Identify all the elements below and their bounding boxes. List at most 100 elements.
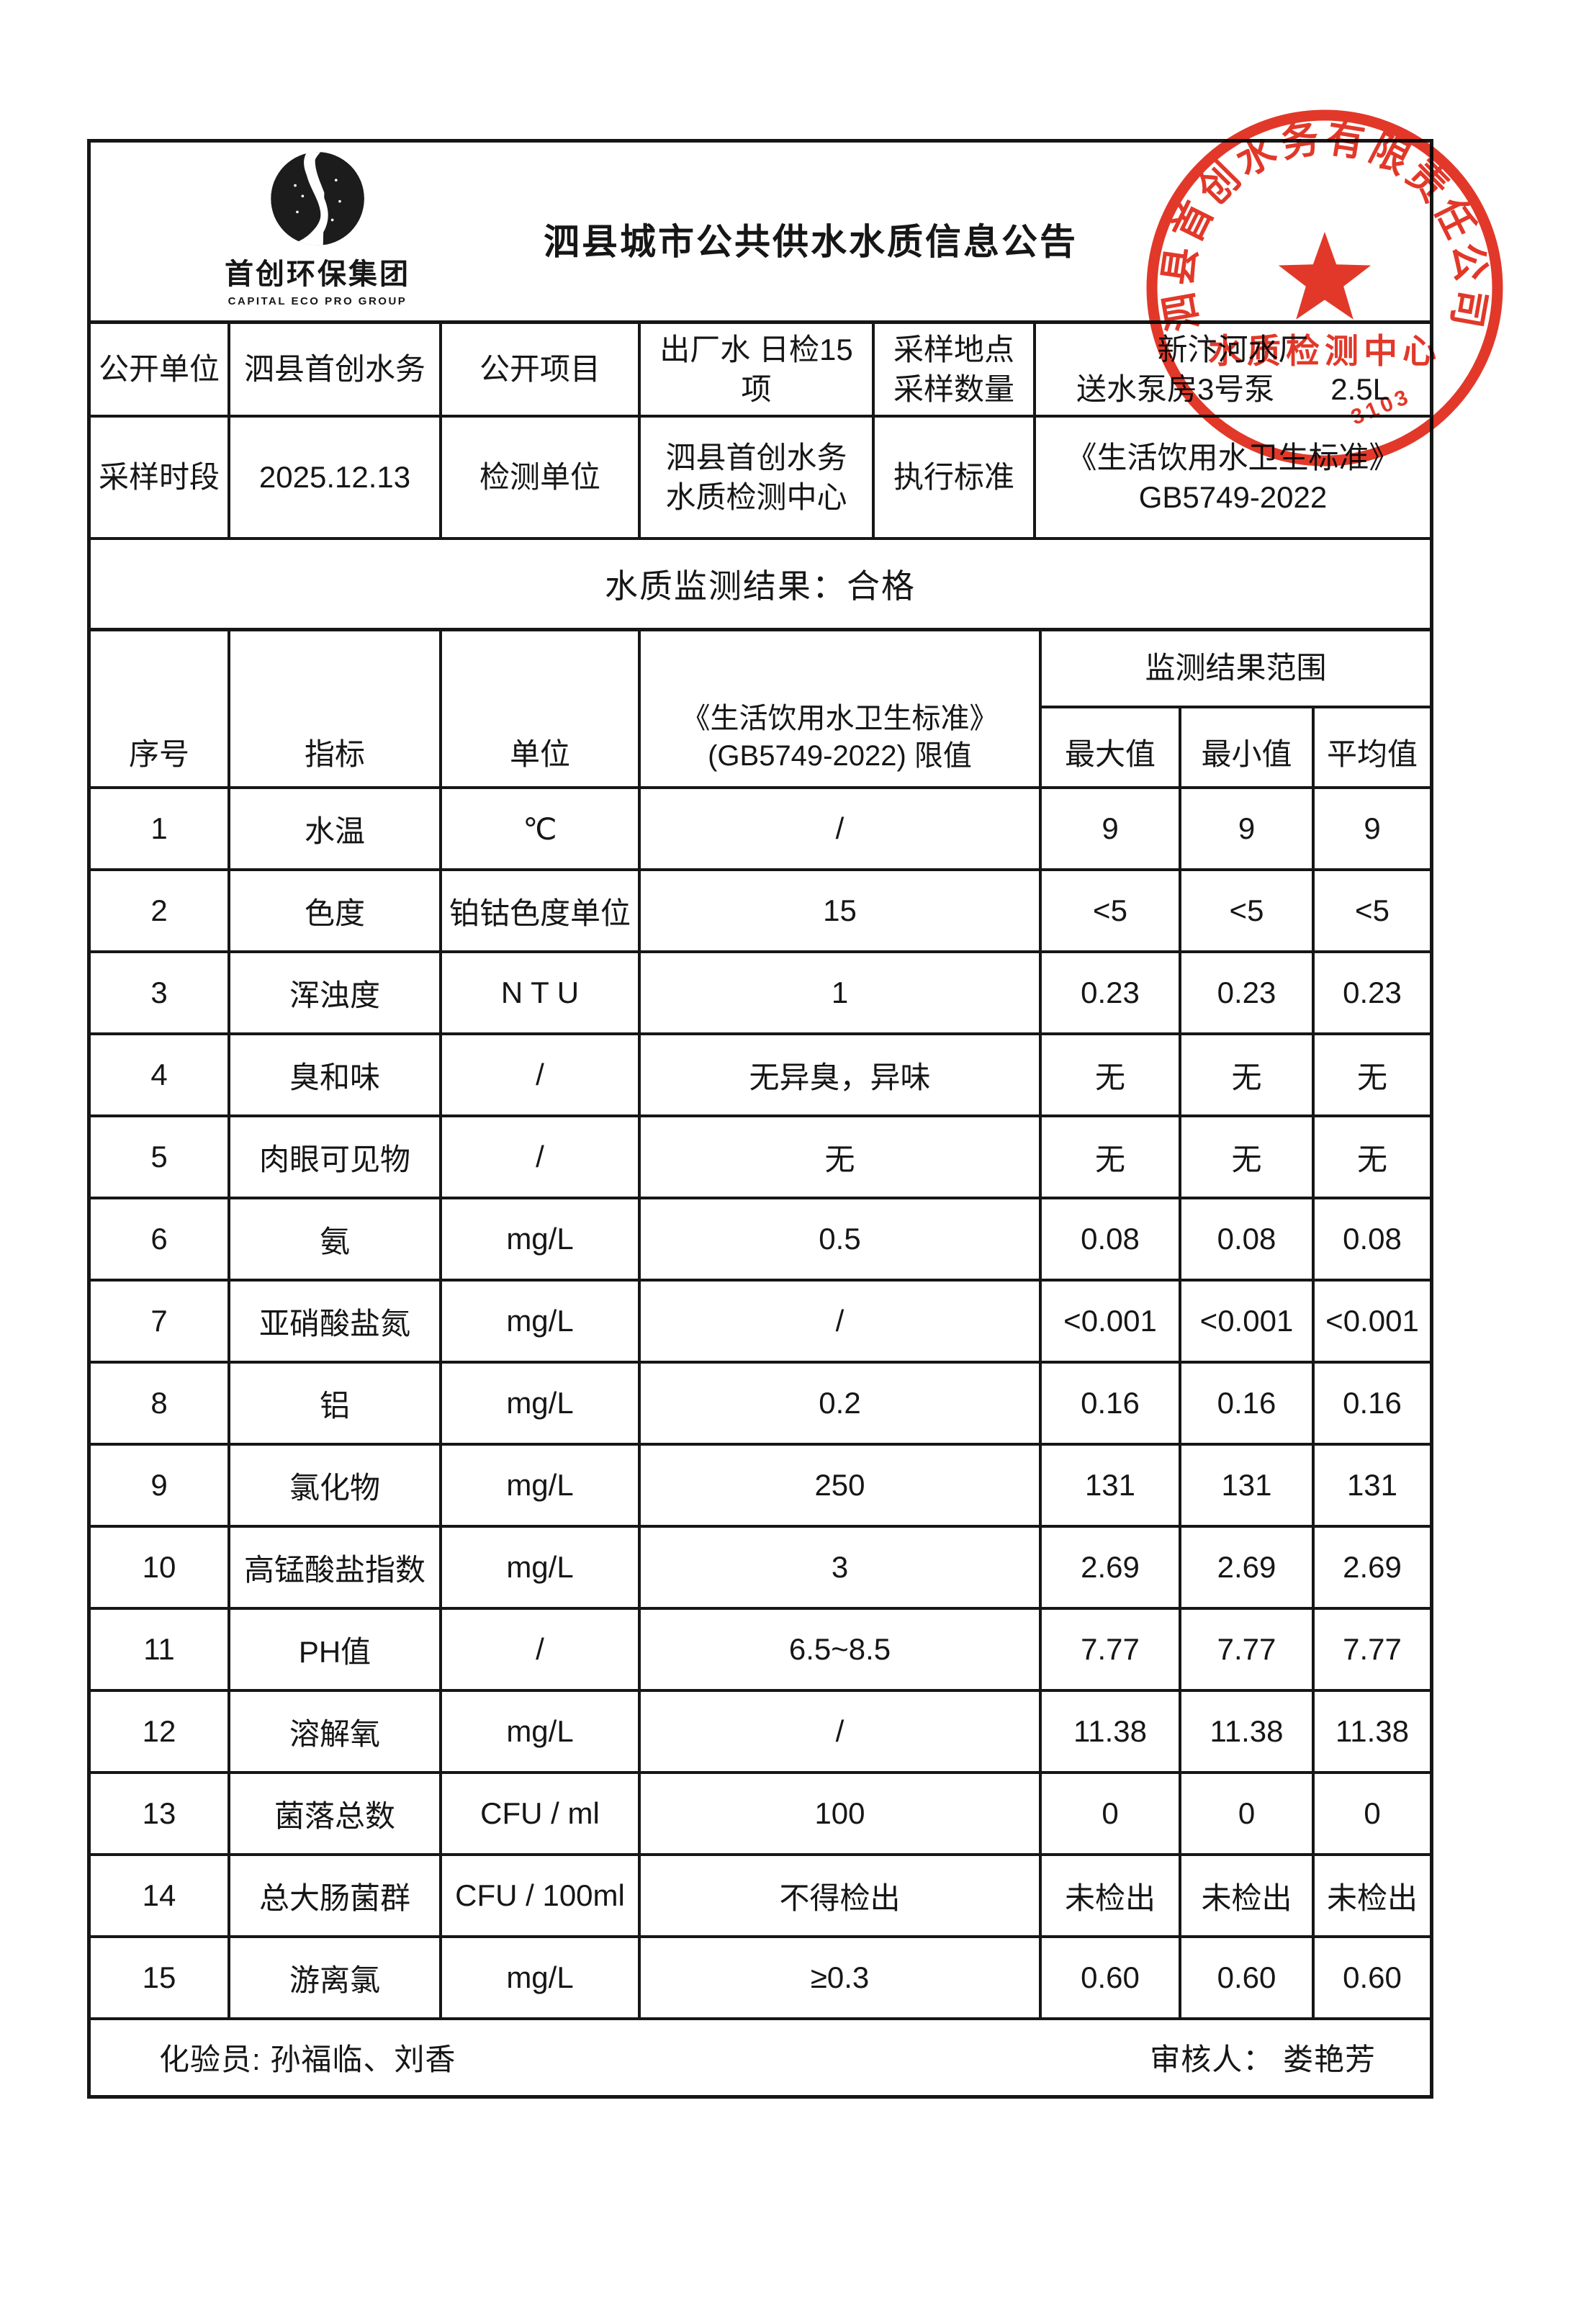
period-label: 采样时段 — [98, 460, 220, 495]
sample-label: 采样地点 采样数量 — [872, 324, 1033, 415]
tester-names: 孙福临、刘香 — [270, 2042, 456, 2076]
cell-min: 11.38 — [1179, 1692, 1312, 1771]
cell-limit: 100 — [638, 1774, 1039, 1853]
cell-indicator: 氨 — [228, 1199, 439, 1279]
table-row: 13 菌落总数 CFU / ml 100 0 0 0 — [91, 1771, 1430, 1853]
cell-limit: 不得检出 — [638, 1856, 1039, 1935]
table-row: 9 氯化物 mg/L 250 131 131 131 — [91, 1443, 1430, 1525]
cell-limit: / — [638, 1282, 1039, 1361]
cell-max: 无 — [1039, 1035, 1179, 1114]
table-row: 5 肉眼可见物 / 无 无 无 无 — [91, 1114, 1430, 1197]
cell-indicator: 臭和味 — [228, 1035, 439, 1114]
cell-avg: 0.16 — [1312, 1364, 1430, 1443]
cell-limit: / — [638, 789, 1039, 868]
cell-limit: 1 — [638, 953, 1039, 1032]
cell-avg: 0.60 — [1312, 1938, 1430, 2017]
cell-avg: 11.38 — [1312, 1692, 1430, 1771]
table-row: 12 溶解氧 mg/L / 11.38 11.38 11.38 — [91, 1689, 1430, 1771]
cell-max: 0 — [1039, 1774, 1179, 1853]
standard-line2: GB5749-2022 — [1138, 480, 1328, 514]
cell-avg: 131 — [1312, 1446, 1430, 1525]
col-header-limit: 《生活饮用水卫生标准》 (GB5749-2022) 限值 — [638, 631, 1039, 786]
cell-indicator: PH值 — [228, 1610, 439, 1689]
cell-no: 10 — [142, 1550, 176, 1584]
reviewer-label: 审核人： — [1150, 2042, 1274, 2076]
cell-min: 131 — [1179, 1446, 1312, 1525]
cell-indicator: 色度 — [228, 871, 439, 950]
open-item-value: 出厂水 日检15项 — [638, 324, 872, 415]
cell-indicator: 菌落总数 — [228, 1774, 439, 1853]
cell-unit: mg/L — [439, 1938, 638, 2017]
cell-min: 2.69 — [1179, 1528, 1312, 1607]
cell-avg: <5 — [1312, 871, 1430, 950]
table-row: 14 总大肠菌群 CFU / 100ml 不得检出 未检出 未检出 未检出 — [91, 1853, 1430, 1935]
open-item-label: 公开项目 — [439, 324, 638, 415]
test-unit-value: 泗县首创水务 水质检测中心 — [638, 418, 872, 537]
cell-indicator: 溶解氧 — [228, 1692, 439, 1771]
cell-min: <0.001 — [1179, 1282, 1312, 1361]
cell-avg: 无 — [1312, 1117, 1430, 1197]
cell-indicator: 氯化物 — [228, 1446, 439, 1525]
cell-min: 7.77 — [1179, 1610, 1312, 1689]
cell-no: 15 — [142, 1960, 176, 1994]
col-header-range-group: 监测结果范围 — [1039, 631, 1430, 708]
footer-reviewer: 审核人： 娄艳芳 — [1150, 2035, 1376, 2079]
cell-max: 0.08 — [1039, 1199, 1179, 1279]
cell-no: 8 — [150, 1386, 168, 1420]
sample-value: 新汴河水厂 送水泵房3号泵 2.5L — [1033, 324, 1430, 415]
cell-no: 1 — [150, 811, 168, 845]
cell-no: 12 — [142, 1714, 176, 1748]
company-logo: 首创环保集团 CAPITAL ECO PRO GROUP — [199, 148, 436, 307]
table-row: 11 PH值 / 6.5~8.5 7.77 7.77 7.77 — [91, 1607, 1430, 1689]
cell-limit: 无 — [638, 1117, 1039, 1197]
cell-avg: 9 — [1312, 789, 1430, 868]
cell-max: 0.60 — [1039, 1938, 1179, 2017]
table-row: 3 浑浊度 N T U 1 0.23 0.23 0.23 — [91, 950, 1430, 1032]
open-unit-value: 泗县首创水务 — [228, 324, 439, 415]
cell-avg: <0.001 — [1312, 1282, 1430, 1361]
cell-min: 0.23 — [1179, 953, 1312, 1032]
sample-site-line2: 送水泵房3号泵 — [1076, 372, 1275, 406]
cell-avg: 0 — [1312, 1774, 1430, 1853]
result-line: 水质监测结果：合格 — [91, 537, 1430, 628]
cell-no: 5 — [150, 1140, 168, 1174]
cell-limit: 6.5~8.5 — [638, 1610, 1039, 1689]
table-row: 1 水温 ℃ / 9 9 9 — [91, 786, 1430, 868]
cell-min: <5 — [1179, 871, 1312, 950]
limit-header-line1: 《生活饮用水卫生标准》 — [681, 703, 999, 734]
document-frame: 首创环保集团 CAPITAL ECO PRO GROUP 泗县城市公共供水水质信… — [87, 139, 1433, 2099]
info-row-1: 公开单位 泗县首创水务 公开项目 出厂水 日检15项 采样地点 采样数量 新汴河… — [91, 320, 1430, 415]
cell-max: 131 — [1039, 1446, 1179, 1525]
cell-max: 无 — [1039, 1117, 1179, 1197]
cell-limit: 250 — [638, 1446, 1039, 1525]
cell-avg: 未检出 — [1312, 1856, 1430, 1935]
cell-unit: mg/L — [439, 1199, 638, 1279]
sample-label-line1: 采样地点 — [893, 332, 1014, 366]
cell-no: 14 — [142, 1878, 176, 1912]
cell-unit: mg/L — [439, 1446, 638, 1525]
cell-min: 0 — [1179, 1774, 1312, 1853]
table-row: 2 色度 铂钴色度单位 15 <5 <5 <5 — [91, 868, 1430, 950]
cell-no: 9 — [150, 1468, 168, 1502]
info-row-2: 采样时段 2025.12.13 检测单位 泗县首创水务 水质检测中心 执行标准 … — [91, 415, 1430, 537]
cell-no: 2 — [150, 893, 168, 927]
cell-no: 6 — [150, 1222, 168, 1256]
cell-max: 未检出 — [1039, 1856, 1179, 1935]
cell-unit: ℃ — [439, 789, 638, 868]
cell-limit: 0.2 — [638, 1364, 1039, 1443]
open-unit-label: 公开单位 — [98, 352, 220, 387]
footer-tester: 化验员: 孙福临、刘香 — [159, 2035, 456, 2079]
cell-unit: / — [439, 1610, 638, 1689]
sample-label-line2: 采样数量 — [893, 372, 1014, 406]
cell-max: 0.16 — [1039, 1364, 1179, 1443]
cell-indicator: 铝 — [228, 1364, 439, 1443]
limit-header-line2: (GB5749-2022) 限值 — [708, 740, 972, 772]
cell-avg: 2.69 — [1312, 1528, 1430, 1607]
cell-unit: mg/L — [439, 1364, 638, 1443]
cell-indicator: 水温 — [228, 789, 439, 868]
table-row: 8 铝 mg/L 0.2 0.16 0.16 0.16 — [91, 1361, 1430, 1443]
cell-no: 3 — [150, 976, 168, 1009]
cell-indicator: 游离氯 — [228, 1938, 439, 2017]
col-header-min: 最小值 — [1179, 708, 1312, 786]
